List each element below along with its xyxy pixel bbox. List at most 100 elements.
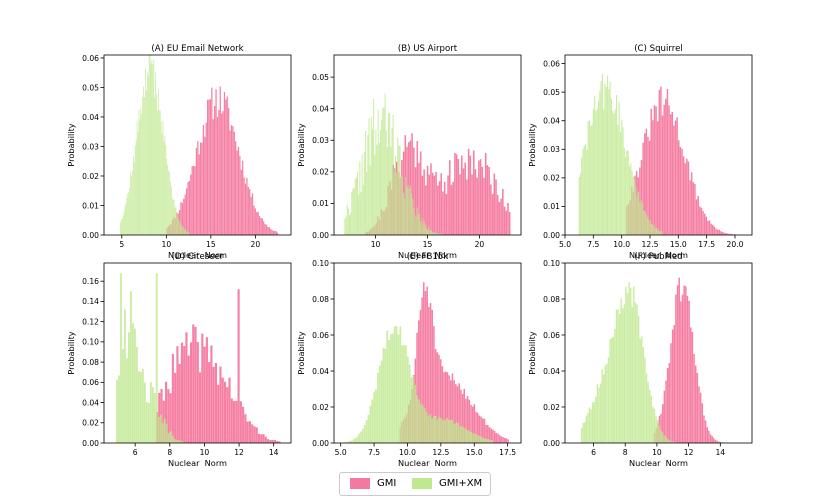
bar-gmixm (171, 198, 173, 235)
bar-gmi (665, 380, 667, 443)
bar-gmixm (444, 420, 447, 443)
bar-gmixm (173, 199, 175, 235)
bar-gmi (244, 183, 247, 235)
bar-gmixm (410, 377, 413, 443)
x-tick-label: 8 (167, 448, 172, 457)
bar-gmixm (608, 89, 610, 235)
bar-gmixm (448, 419, 450, 443)
bar-gmixm (644, 210, 646, 235)
bar-gmi (436, 352, 439, 443)
bar-gmixm (439, 233, 441, 235)
bar-gmixm (414, 214, 416, 235)
bar-gmi (486, 165, 489, 235)
bar-gmixm (126, 358, 128, 443)
bar-gmi (183, 346, 186, 443)
bars-group (120, 55, 279, 235)
bar-gmi (495, 433, 498, 443)
bar-gmi (491, 194, 494, 235)
bar-gmi (221, 377, 224, 443)
bar-gmixm (139, 119, 141, 235)
bar-gmixm (435, 233, 437, 235)
bar-gmi (226, 96, 228, 235)
bar-gmixm (612, 336, 614, 443)
bar-gmi (187, 355, 190, 443)
bar-gmi (488, 427, 491, 443)
bar-gmixm (365, 420, 368, 443)
bar-gmi (235, 400, 238, 443)
bar-gmi (661, 115, 664, 235)
bar-gmi (242, 406, 245, 443)
bar-gmi (271, 439, 274, 443)
bar-gmixm (382, 347, 385, 443)
bar-gmixm (633, 286, 635, 443)
y-tick-label: 0.01 (312, 199, 329, 208)
bar-gmixm (434, 415, 437, 443)
bar-gmi (457, 158, 460, 235)
y-tick-label: 0.01 (82, 201, 99, 210)
legend: GMI GMI+XM (339, 472, 491, 496)
x-tick-label: 10.0 (399, 448, 416, 457)
bar-gmixm (581, 157, 583, 235)
bar-gmixm (440, 233, 442, 235)
y-tick-label: 0.01 (543, 202, 560, 211)
bar-gmixm (173, 438, 176, 443)
bar-gmixm (363, 424, 366, 443)
bar-gmi (215, 89, 217, 235)
bar-gmixm (623, 304, 626, 443)
bar-gmixm (463, 427, 465, 443)
bar-gmi (490, 184, 492, 235)
bar-gmixm (597, 100, 600, 235)
bar-gmi (446, 372, 449, 443)
bar-gmi (208, 99, 210, 235)
bar-gmixm (616, 94, 618, 235)
bar-gmixm (593, 401, 595, 443)
bar-gmi (488, 167, 490, 235)
bar-gmixm (635, 187, 637, 235)
bar-gmi (237, 146, 240, 235)
chart-panel-6: 0.00 0.02 0.04 0.06 0.08 0.10 6 8 10 12 14 (F) PubM… (527, 252, 753, 468)
bar-gmi (682, 156, 685, 235)
bar-gmi (498, 435, 501, 443)
bar-gmi (724, 233, 727, 235)
bar-gmi (448, 375, 450, 443)
bar-gmixm (657, 229, 659, 235)
bar-gmixm (350, 440, 353, 443)
bar-gmixm (153, 392, 156, 443)
bar-gmixm (672, 441, 675, 443)
bar-gmi (233, 400, 236, 443)
bar-gmi (209, 99, 212, 235)
bar-gmixm (587, 413, 589, 443)
bar-gmixm (436, 232, 438, 235)
bar-gmi (235, 141, 237, 235)
bar-gmixm (348, 215, 350, 235)
bar-gmixm (459, 426, 462, 443)
chart-panel-2: 0.00 0.01 0.02 0.03 0.04 0.05 10 15 20 (B) US Air… (296, 44, 522, 260)
bar-gmixm (437, 233, 439, 235)
bar-gmi (419, 151, 422, 235)
bar-gmixm (438, 233, 440, 235)
bar-gmixm (162, 120, 164, 235)
bar-gmi (426, 286, 428, 443)
bar-gmi (218, 110, 220, 235)
bar-gmixm (466, 430, 469, 443)
x-tick-label: 5.0 (335, 448, 347, 457)
bar-gmixm (596, 108, 598, 235)
bar-gmi (194, 326, 197, 443)
bar-gmi (707, 221, 709, 235)
bar-gmixm (617, 125, 619, 235)
bars-group (578, 73, 740, 235)
bar-gmixm (157, 417, 160, 443)
bar-gmixm (415, 216, 417, 235)
bar-gmixm (591, 402, 594, 443)
bar-gmixm (138, 109, 140, 235)
bar-gmi (183, 198, 185, 235)
bar-gmixm (609, 339, 611, 443)
bar-gmixm (433, 415, 435, 443)
bar-gmixm (461, 426, 463, 443)
bar-gmi (232, 126, 234, 235)
bar-gmixm (132, 323, 134, 443)
x-axis-label: Nuclear Norm (398, 250, 457, 260)
y-axis-label: Probability (296, 331, 306, 374)
bars-group (344, 93, 511, 235)
bar-gmixm (145, 402, 148, 443)
